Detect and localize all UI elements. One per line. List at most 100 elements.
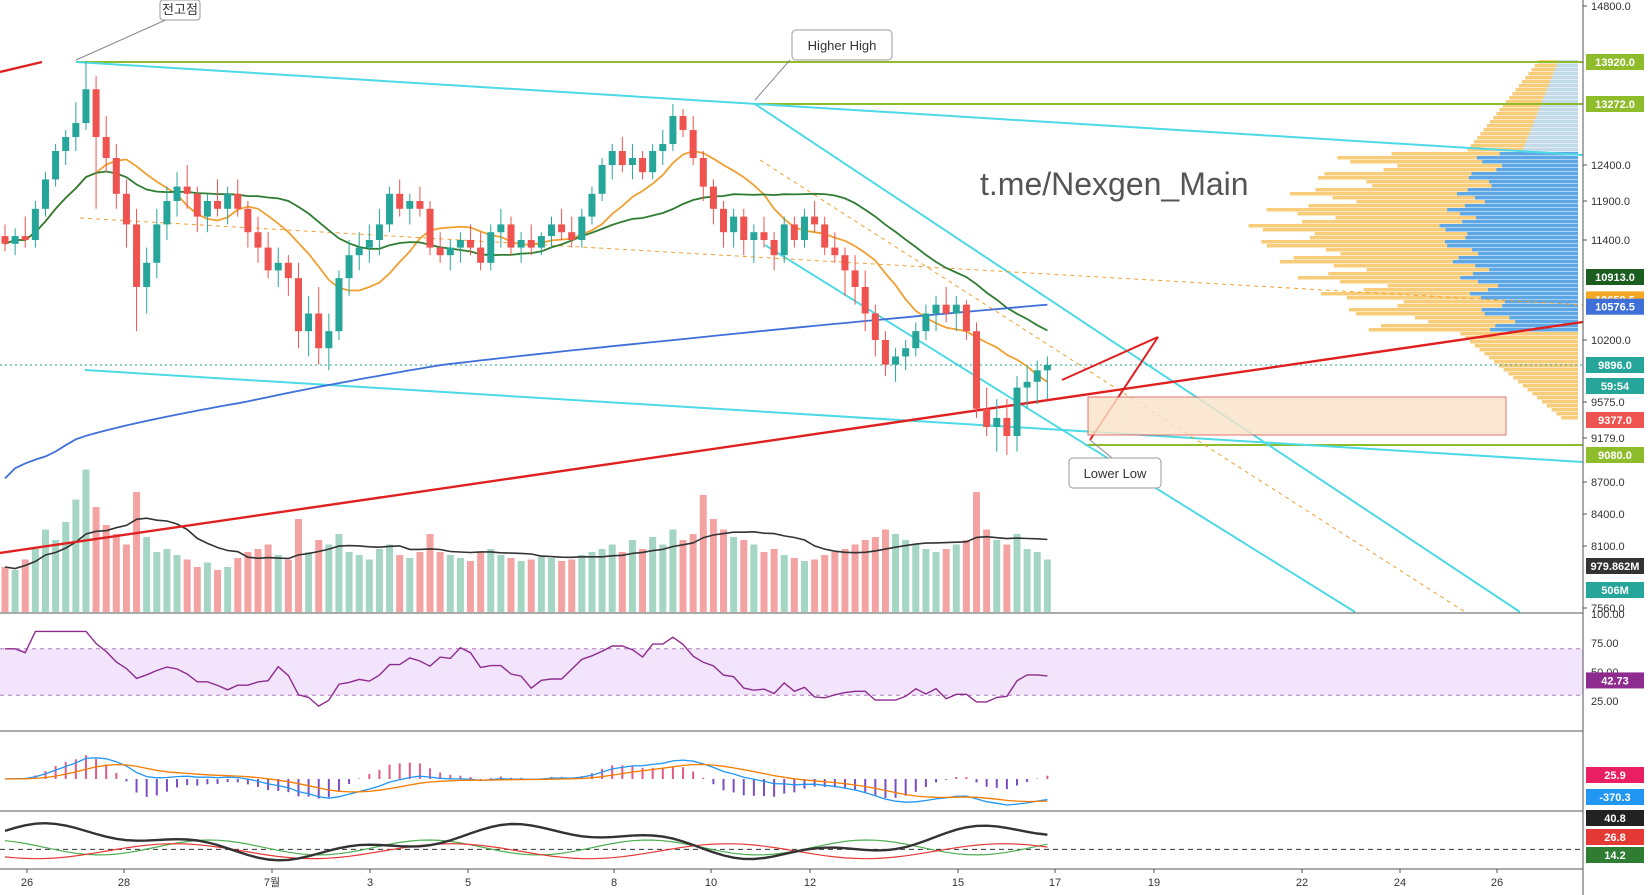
volume-bar bbox=[193, 567, 201, 612]
candle-body bbox=[193, 193, 201, 217]
candle-body bbox=[527, 240, 535, 248]
volume-bar bbox=[962, 540, 970, 612]
price-tick-label: 10200.0 bbox=[1591, 335, 1631, 347]
candle-body bbox=[497, 224, 505, 233]
candle-body bbox=[547, 224, 555, 237]
volume-profile-value-area bbox=[1476, 216, 1578, 220]
volume-bar bbox=[122, 544, 130, 612]
volume-profile-bar bbox=[1297, 276, 1578, 280]
volume-bar bbox=[153, 552, 161, 612]
time-tick-label: 3 bbox=[367, 877, 373, 889]
candle-body bbox=[386, 193, 394, 225]
volume-bar bbox=[618, 552, 626, 612]
candle-body bbox=[730, 216, 738, 233]
volume-bar bbox=[21, 559, 29, 612]
volume-profile-value-area bbox=[1473, 272, 1578, 276]
candle-body bbox=[790, 224, 798, 240]
volume-bar bbox=[568, 559, 576, 612]
volume-bar bbox=[973, 492, 981, 612]
volume-profile-value-area bbox=[1439, 224, 1578, 228]
price-badge-bg bbox=[1586, 54, 1644, 70]
rsi-panel bbox=[0, 630, 1583, 707]
volume-bar bbox=[740, 540, 748, 612]
volume-profile-bar bbox=[1397, 164, 1578, 168]
volume-profile-bar bbox=[1261, 240, 1578, 244]
volume-bar bbox=[487, 549, 495, 612]
volume-profile-value-area bbox=[1509, 316, 1578, 320]
candle-body bbox=[143, 262, 151, 287]
volume-bar bbox=[709, 519, 717, 612]
volume-profile-bar bbox=[1527, 388, 1578, 392]
candle-body bbox=[902, 348, 910, 357]
price-badge-bg bbox=[1586, 412, 1644, 428]
volume-profile-bar-light bbox=[1543, 96, 1578, 100]
volume-profile-value-area bbox=[1484, 200, 1578, 204]
volume-bar bbox=[294, 519, 302, 612]
volume-profile-bar bbox=[1297, 212, 1578, 216]
volume-bar bbox=[831, 552, 839, 612]
volume-profile-bar bbox=[1381, 324, 1578, 328]
volume-bar bbox=[325, 544, 333, 612]
candle-body bbox=[274, 262, 282, 271]
candle-body bbox=[861, 286, 869, 314]
candle-body bbox=[628, 158, 636, 165]
candle-body bbox=[841, 255, 849, 271]
volume-bar bbox=[467, 561, 475, 612]
volume-profile-bar bbox=[1366, 180, 1578, 184]
candle-body bbox=[406, 201, 414, 209]
dmi-minus-badge: 26.8 bbox=[1604, 832, 1625, 844]
rsi-value-badge: 42.73 bbox=[1601, 675, 1629, 687]
time-tick-label: 12 bbox=[804, 877, 816, 889]
volume-bar bbox=[1003, 544, 1011, 612]
volume-profile-bar bbox=[1494, 360, 1578, 364]
volume-profile-value-area bbox=[1495, 324, 1578, 328]
volume-profile-value-area bbox=[1456, 192, 1578, 196]
volume-bar bbox=[436, 552, 444, 612]
volume-profile-bar bbox=[1355, 312, 1578, 316]
volume-profile-bar bbox=[1318, 176, 1578, 180]
candle-body bbox=[305, 313, 313, 332]
candle-body bbox=[892, 356, 900, 365]
price-badge-bg bbox=[1586, 269, 1644, 285]
volume-bar bbox=[902, 540, 910, 612]
volume-profile-bar bbox=[1403, 300, 1578, 304]
time-tick-label: 10 bbox=[705, 877, 717, 889]
volume-profile-bar bbox=[1542, 400, 1578, 404]
dmi-plus-line bbox=[4, 839, 1048, 856]
candle-body bbox=[770, 240, 778, 256]
time-tick-label: 17 bbox=[1049, 877, 1061, 889]
volume-profile-bar bbox=[1308, 204, 1578, 208]
volume-bar bbox=[892, 534, 900, 612]
adx-line bbox=[4, 821, 1048, 862]
candle-body bbox=[699, 158, 707, 187]
volume-bar bbox=[305, 552, 313, 612]
volume-profile-bar bbox=[1350, 160, 1578, 164]
volume-bar bbox=[608, 544, 616, 612]
volume-bar bbox=[558, 561, 566, 612]
candle-body bbox=[416, 201, 424, 209]
rsi-band bbox=[0, 648, 1583, 696]
candle-body bbox=[133, 224, 141, 287]
volume-bar bbox=[699, 495, 707, 612]
volume-bar bbox=[456, 558, 464, 612]
price-badge-bg bbox=[1586, 378, 1644, 394]
volume-profile-value-area bbox=[1478, 252, 1578, 256]
volume-profile-value-area bbox=[1467, 188, 1578, 192]
candle-body bbox=[41, 179, 49, 209]
volume-profile-value-area bbox=[1472, 248, 1578, 252]
volume-profile-bar bbox=[1414, 316, 1578, 320]
time-tick-label: 26 bbox=[1491, 877, 1503, 889]
volume-profile-bar-light bbox=[1537, 112, 1578, 116]
volume-profile-value-area bbox=[1465, 236, 1578, 240]
candle-body bbox=[618, 151, 626, 165]
candle-body bbox=[1003, 417, 1011, 437]
candle-body bbox=[922, 313, 930, 332]
volume-profile-value-area bbox=[1498, 284, 1578, 288]
rsi-tick-label: 100.00 bbox=[1591, 609, 1625, 621]
volume-profile-bar bbox=[1335, 216, 1578, 220]
volume-profile-bar-light bbox=[1534, 120, 1578, 124]
volume-bar bbox=[800, 561, 808, 612]
candle-body bbox=[446, 247, 454, 256]
